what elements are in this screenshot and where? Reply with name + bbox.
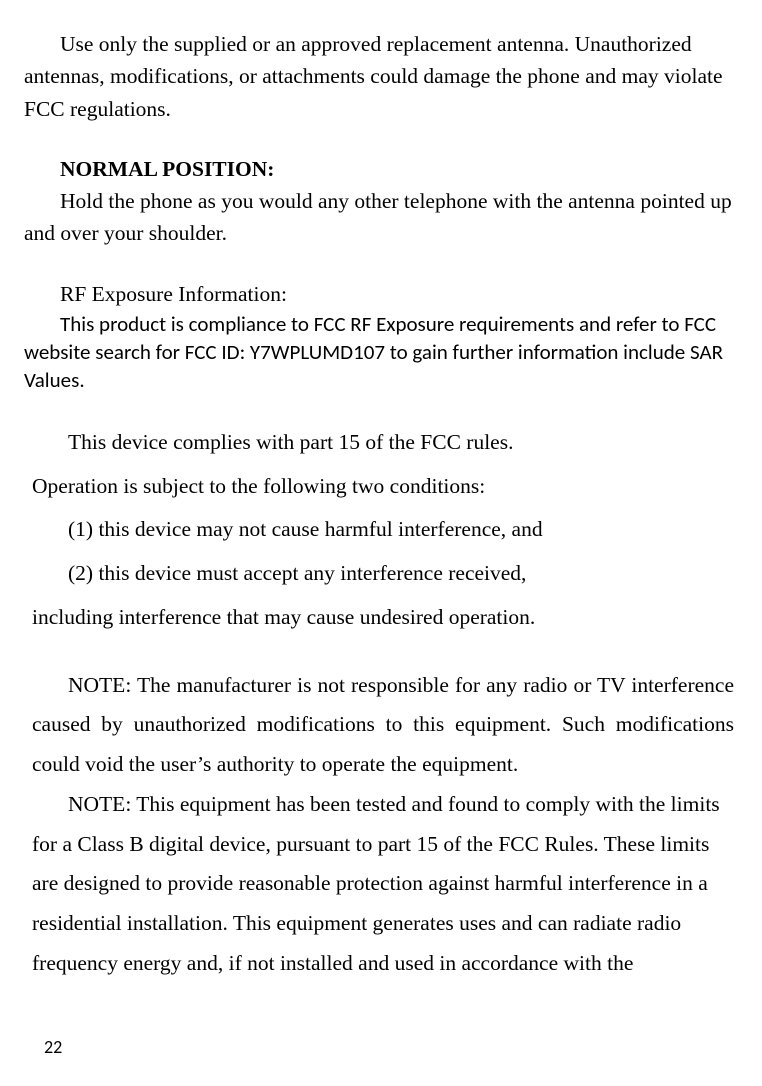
paragraph-antenna: Use only the supplied or an approved rep… xyxy=(24,28,738,125)
list-item-condition2: (2) this device must accept any interfer… xyxy=(32,554,738,594)
paragraph-fcc-compliance: This product is compliance to FCC RF Exp… xyxy=(24,310,738,395)
paragraph-note1: NOTE: The manufacturer is not responsibl… xyxy=(32,666,734,785)
paragraph-part15-intro: This device complies with part 15 of the… xyxy=(32,423,738,463)
heading-normal-position: NORMAL POSITION: xyxy=(24,153,738,185)
paragraph-hold-phone: Hold the phone as you would any other te… xyxy=(24,185,738,250)
page-number: 22 xyxy=(44,1036,62,1058)
paragraph-including: including interference that may cause un… xyxy=(32,598,738,638)
paragraph-part15-conditions: Operation is subject to the following tw… xyxy=(32,467,738,507)
document-content: Use only the supplied or an approved rep… xyxy=(24,28,738,984)
paragraph-note2: NOTE: This equipment has been tested and… xyxy=(32,785,734,984)
list-item-condition1: (1) this device may not cause harmful in… xyxy=(32,510,738,550)
heading-rf-exposure: RF Exposure Information: xyxy=(24,278,738,310)
note-block: NOTE: The manufacturer is not responsibl… xyxy=(32,666,734,984)
